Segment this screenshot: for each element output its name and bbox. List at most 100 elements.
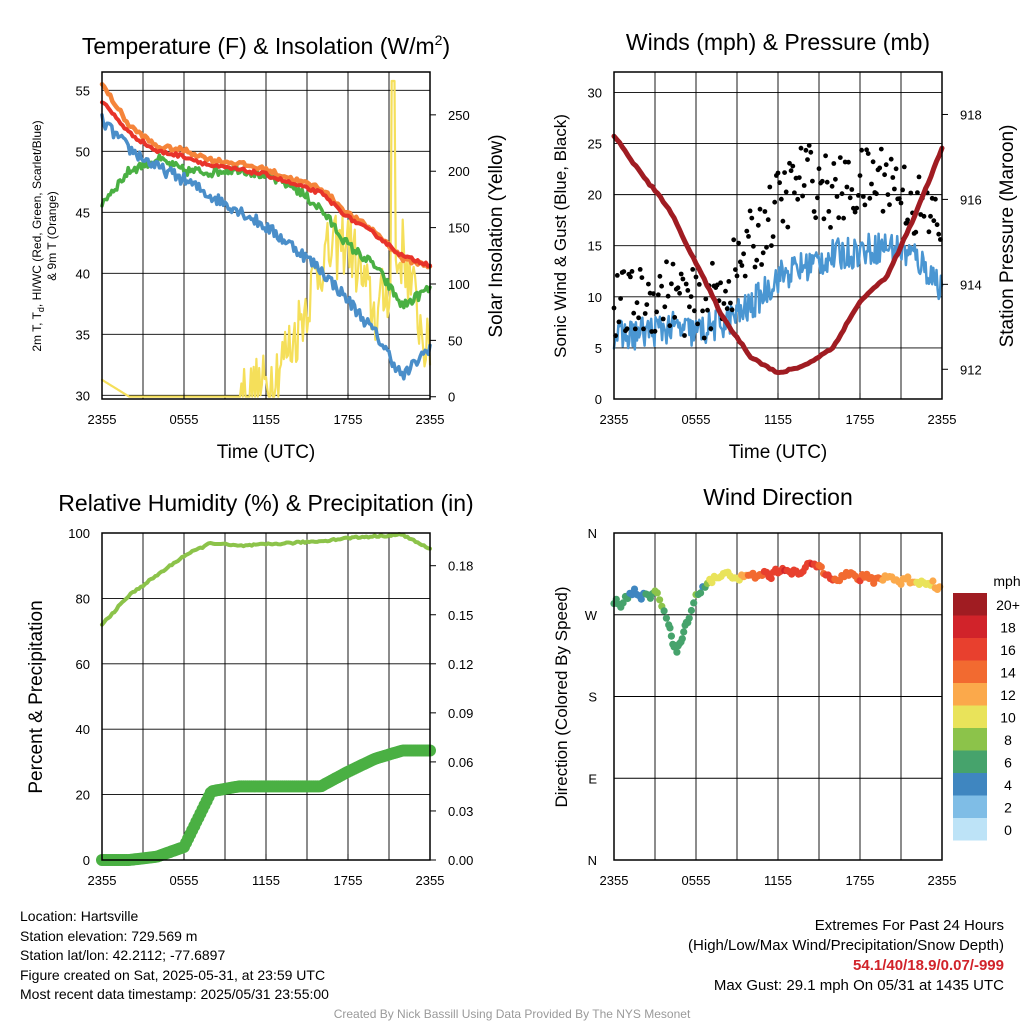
gust-point [757, 206, 763, 212]
gust-point [682, 333, 687, 338]
gust-point [641, 326, 646, 332]
gust-point [772, 199, 778, 205]
legend-label: 14 [1000, 665, 1016, 681]
direction-tick-label: N [588, 526, 597, 541]
gust-point [737, 259, 743, 265]
station-info: Location: Hartsville Station elevation: … [20, 907, 329, 1005]
gust-point [857, 173, 863, 179]
gust-point [749, 215, 755, 221]
y-tick-label: 25 [588, 137, 602, 152]
x-tick-label: 0555 [682, 412, 711, 427]
gust-point [739, 263, 745, 268]
gust-point [683, 281, 689, 287]
legend-label: 4 [1004, 777, 1012, 793]
legend-swatch [953, 818, 987, 841]
y-tick-label: 50 [76, 144, 90, 159]
gust-point [787, 160, 792, 166]
x-tick-label: 1755 [334, 873, 363, 888]
legend-swatch [953, 660, 987, 683]
gust-point [631, 310, 637, 316]
y2-tick-label: 918 [960, 107, 982, 122]
gust-point [852, 209, 858, 215]
gust-point [670, 261, 676, 267]
gust-point [688, 294, 694, 299]
gust-point [898, 200, 904, 206]
winds-title: Winds (mph) & Pressure (mb) [626, 29, 930, 55]
direction-point [767, 574, 775, 583]
gust-point [928, 213, 933, 219]
direction-point [897, 580, 905, 588]
x-tick-label: 1755 [334, 412, 363, 427]
gust-point [823, 153, 828, 159]
wind-direction-title: Wind Direction [703, 484, 853, 510]
direction-point [666, 624, 674, 632]
y2-tick-label: 250 [448, 108, 470, 123]
gust-point [915, 190, 920, 196]
gust-point [662, 304, 668, 310]
gust-point [926, 229, 932, 235]
gust-point [921, 213, 927, 219]
y-tick-label: 0 [83, 853, 90, 868]
gust-point [646, 281, 651, 287]
y2-tick-label: 50 [448, 333, 462, 348]
x-tick-label: 0555 [682, 873, 711, 888]
y2-tick-label: 0.12 [448, 657, 473, 672]
direction-tick-label: N [588, 853, 597, 868]
temperature-xlabel: Time (UTC) [217, 442, 316, 463]
gust-point [796, 175, 802, 181]
x-tick-label: 1155 [764, 412, 792, 427]
y-tick-label: 60 [76, 657, 90, 672]
y2-tick-label: 100 [448, 277, 470, 292]
gust-point [618, 296, 623, 301]
gust-point [800, 193, 805, 199]
gust-point [900, 187, 905, 193]
temperature-line [100, 100, 432, 268]
legend-swatch [953, 615, 987, 638]
gust-point [664, 259, 669, 265]
max-gust: Max Gust: 29.1 mph On 05/31 at 1435 UTC [713, 977, 1004, 994]
y2-tick-label: 0.18 [448, 559, 473, 574]
gust-point [616, 319, 622, 325]
station-location: Location: Hartsville [20, 908, 139, 924]
gust-point [767, 184, 773, 190]
gust-point [651, 291, 656, 297]
gust-point [880, 208, 886, 214]
y-tick-label: 30 [76, 388, 90, 403]
x-tick-label: 1155 [252, 412, 280, 427]
gust-point [655, 292, 661, 298]
y-tick-label: 80 [76, 591, 90, 606]
legend-swatch [953, 795, 987, 818]
pressure-ylabel: Station Pressure (Maroon) [997, 125, 1018, 348]
wind-direction-ylabel: Direction (Colored By Speed) [552, 586, 571, 807]
gust-point [826, 209, 832, 214]
gust-point [885, 192, 891, 198]
gust-point [778, 196, 784, 202]
gust-point [621, 269, 627, 274]
legend-label: 6 [1004, 755, 1012, 771]
direction-point [673, 648, 681, 656]
gust-point [741, 251, 746, 257]
gust-point [824, 179, 830, 185]
gust-point [874, 191, 879, 197]
gust-point [790, 163, 796, 169]
gust-point [747, 208, 753, 214]
gust-point [775, 170, 781, 176]
gust-point [637, 267, 643, 272]
gust-point [744, 228, 750, 234]
x-tick-label: 2355 [416, 873, 445, 888]
direction-point [817, 563, 825, 571]
gust-point [710, 260, 715, 266]
gust-point [764, 244, 769, 250]
direction-point [656, 596, 664, 604]
x-tick-label: 1155 [252, 873, 280, 888]
gust-point [770, 234, 776, 240]
gust-point [785, 224, 791, 230]
figure-created: Figure created on Sat, 2025-05-31, at 23… [20, 966, 326, 983]
humidity-line [100, 532, 432, 627]
gust-point [703, 296, 709, 302]
winds-ylabel: Sonic Wind & Gust (Blue, Black) [551, 114, 570, 358]
gust-point [695, 321, 700, 327]
humidity-panel: Relative Humidity (%) & Precipitation (i… [26, 490, 474, 888]
x-tick-label: 0555 [170, 873, 199, 888]
gust-point [865, 151, 871, 157]
